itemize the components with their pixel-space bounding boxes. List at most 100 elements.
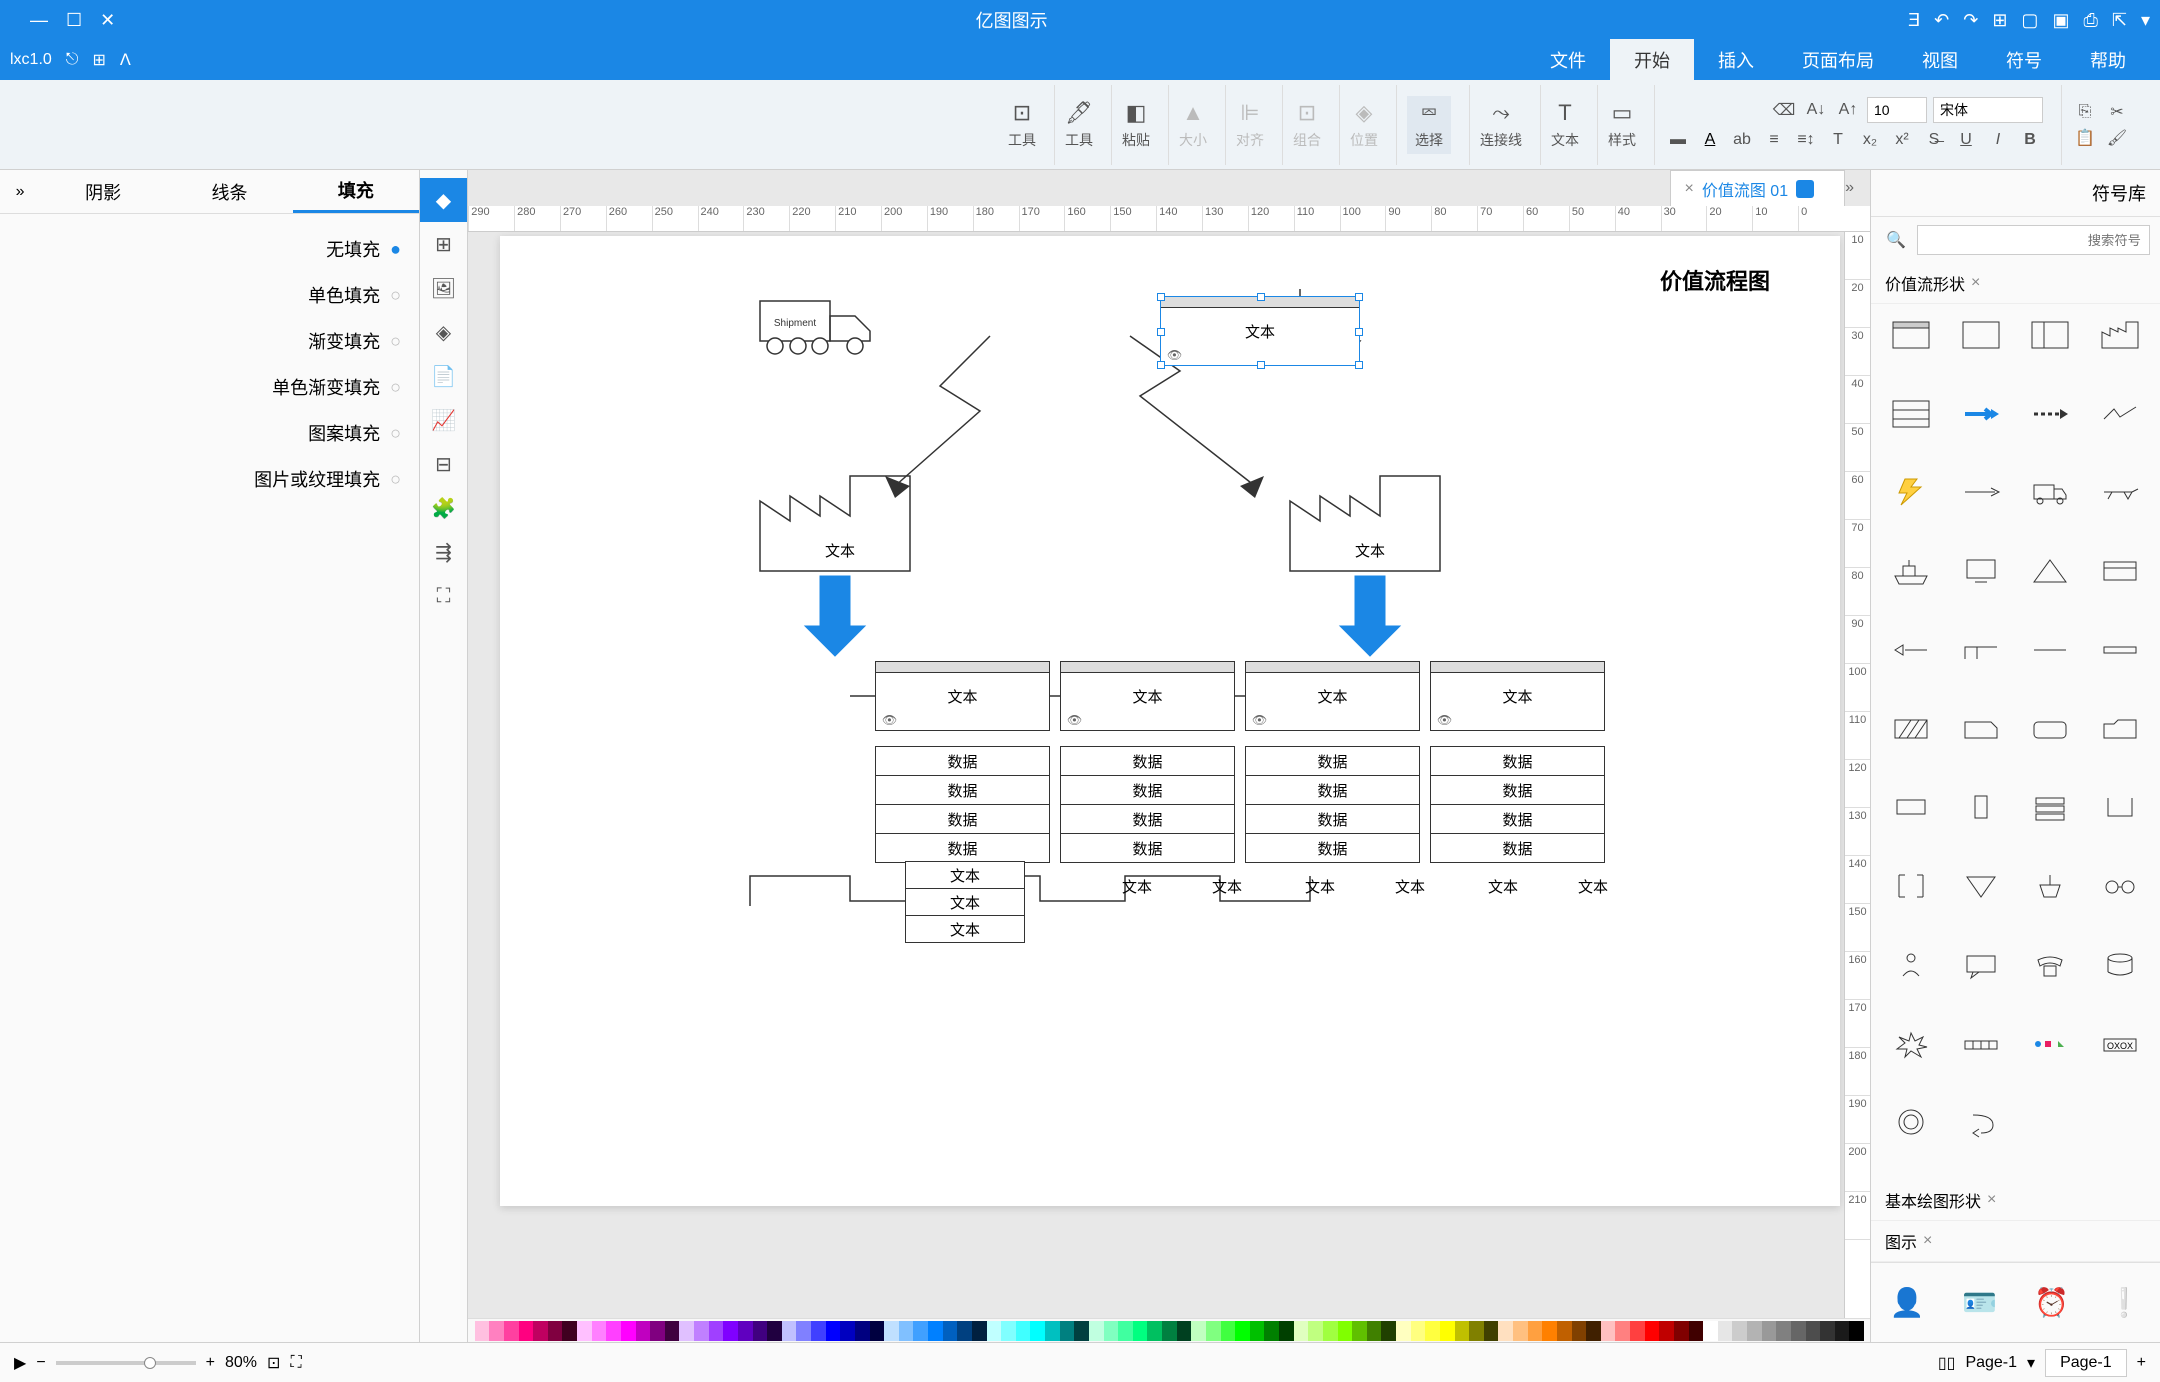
tab-symbols[interactable]: 符号 [1982,39,2066,81]
color-swatch[interactable] [1396,1321,1411,1341]
dropdown-icon[interactable]: ▾ [2141,10,2150,31]
shape-zigzag[interactable] [2088,391,2152,437]
add-page-icon[interactable]: + [2137,1354,2146,1372]
color-swatch[interactable] [1674,1321,1689,1341]
color-swatch[interactable] [1235,1321,1250,1341]
shape-box-col[interactable] [2019,312,2083,358]
doc-close-icon[interactable]: × [1685,180,1694,198]
text-button[interactable]: T文本 [1551,100,1579,150]
view-mode-icon[interactable]: ▯▯ [1938,1353,1956,1373]
expand-tabs-icon[interactable]: » [1845,179,1854,197]
color-swatch[interactable] [1191,1321,1206,1341]
font-grow-icon[interactable]: A↑ [1835,97,1861,123]
section-vsm[interactable]: 价值流形状 [1885,271,1965,295]
data-table-3[interactable]: 数据 数据 数据 数据 [1245,746,1420,863]
color-swatch[interactable] [577,1321,592,1341]
maximize-icon[interactable]: ☐ [66,10,82,31]
color-swatch[interactable] [1762,1321,1777,1341]
page-dropdown-icon[interactable]: ▾ [2027,1353,2035,1373]
color-swatch[interactable] [1703,1321,1718,1341]
color-swatch[interactable] [1045,1321,1060,1341]
shape-ship[interactable] [1879,548,1943,594]
shape-speech[interactable] [1949,942,2013,988]
color-swatch[interactable] [796,1321,811,1341]
color-swatch[interactable] [1104,1321,1119,1341]
small-table[interactable]: 文本 文本 文本 [905,861,1025,943]
color-swatch[interactable] [987,1321,1002,1341]
user-icon[interactable]: ⎋ [66,51,79,69]
data-table-2[interactable]: 数据 数据 数据 数据 [1060,746,1235,863]
color-swatch[interactable] [1147,1321,1162,1341]
color-swatch[interactable] [723,1321,738,1341]
shape-u[interactable] [2088,784,2152,830]
bullet-icon[interactable]: ab [1729,127,1755,153]
process-box-1[interactable]: 文本👁 [875,661,1050,731]
export-icon[interactable]: ⇱ [2112,10,2127,31]
section-diagram[interactable]: 图示 [1885,1229,1917,1253]
highlight-icon[interactable]: ▬ [1665,127,1691,153]
copy-icon[interactable]: ⎘ [2072,99,2098,125]
tools-button[interactable]: 🖋工具 [1065,100,1093,150]
color-swatch[interactable] [1484,1321,1499,1341]
shape-line[interactable] [2019,627,2083,673]
shape-arrow-thin[interactable] [1949,469,2013,515]
data-table-4[interactable]: 数据 数据 数据 数据 [1430,746,1605,863]
shape-monitor[interactable] [1949,548,2013,594]
chevron-up-icon[interactable]: ᐱ [120,50,131,70]
minimize-icon[interactable]: — [30,10,48,31]
color-swatch[interactable] [1264,1321,1279,1341]
select-button[interactable]: ⮹选择 [1407,96,1451,154]
color-swatch[interactable] [1455,1321,1470,1341]
more-tools[interactable]: ⊡工具 [1008,100,1036,150]
tool-chart-icon[interactable]: 📈 [420,398,467,442]
process-box-3[interactable]: 文本👁 [1245,661,1420,731]
shape-dots[interactable] [2019,1021,2083,1067]
section-basic[interactable]: 基本绘图形状 [1885,1188,1981,1212]
process-box-4[interactable]: 文本👁 [1430,661,1605,731]
color-swatch[interactable] [1659,1321,1674,1341]
color-swatch[interactable] [782,1321,797,1341]
color-swatch[interactable] [1542,1321,1557,1341]
zoom-in-icon[interactable]: + [206,1354,215,1372]
search-input[interactable] [1917,225,2150,255]
shape-box[interactable] [1949,312,2013,358]
combine-button[interactable]: ⊡组合 [1293,100,1321,150]
close-section-icon[interactable]: × [1971,274,1980,292]
fit-icon[interactable]: ⊡ [267,1353,280,1373]
color-swatch[interactable] [1645,1321,1660,1341]
tool-diamond-icon[interactable]: ◆ [420,178,467,222]
super-icon[interactable]: x² [1889,127,1915,153]
color-swatch[interactable] [1060,1321,1075,1341]
color-swatch[interactable] [650,1321,665,1341]
shape-person[interactable] [1879,942,1943,988]
shape-bar[interactable] [2088,627,2152,673]
color-swatch[interactable] [1791,1321,1806,1341]
shape-folder[interactable] [2088,706,2152,752]
fill-gradient[interactable]: 渐变填充 [12,318,407,364]
color-swatch[interactable] [870,1321,885,1341]
tab-file[interactable]: 文件 [1526,39,1610,81]
bold-icon[interactable]: B [2017,127,2043,153]
canvas[interactable]: 价值流程图 Shipment [468,232,1844,1318]
shape-box-header[interactable] [1879,312,1943,358]
shape-truck[interactable] [2019,469,2083,515]
color-swatch[interactable] [1630,1321,1645,1341]
search-icon[interactable]: 🔍 [1881,225,1911,255]
connector-button[interactable]: ⤳连接线 [1480,100,1522,150]
color-swatch[interactable] [1250,1321,1265,1341]
color-swatch[interactable] [1586,1321,1601,1341]
tab-insert[interactable]: 插入 [1694,39,1778,81]
shape-cylinder[interactable] [2088,942,2152,988]
shape-burst[interactable] [1879,1021,1943,1067]
position-button[interactable]: ◈位置 [1350,100,1378,150]
underline-icon[interactable]: U [1953,127,1979,153]
shape-sign[interactable] [2019,863,2083,909]
color-swatch[interactable] [1689,1321,1704,1341]
shape-plane[interactable] [2088,469,2152,515]
color-swatch[interactable] [826,1321,841,1341]
shape-timeline[interactable] [1949,1021,2013,1067]
shape-card[interactable] [1949,706,2013,752]
color-swatch[interactable] [884,1321,899,1341]
tool-grid-icon[interactable]: ⊞ [420,222,467,266]
color-swatch[interactable] [1133,1321,1148,1341]
